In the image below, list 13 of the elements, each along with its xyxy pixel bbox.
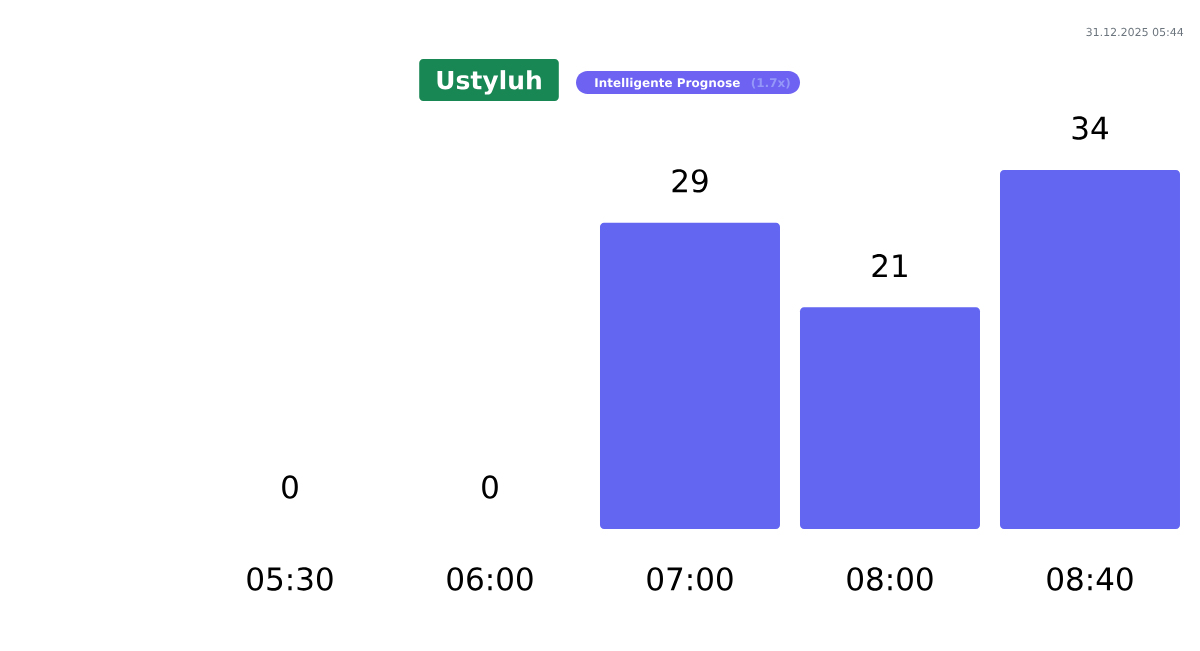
text: 31.12.2025 05:44 (1086, 27, 1184, 37)
chart-subtitle: Intelligente Prognose (595, 77, 740, 90)
x-tick-label: 05:30 (247, 567, 333, 591)
chart-title: Ustyluh (437, 70, 541, 95)
data-label: 29 (672, 169, 708, 193)
x-tick-label: 08:00 (847, 567, 933, 591)
x-tick-label: 06:00 (447, 567, 533, 591)
data-label: 0 (282, 475, 298, 499)
x-tick-label: 07:00 (647, 567, 733, 591)
data-label: 34 (1072, 116, 1108, 140)
data-label: 0 (482, 475, 498, 499)
x-tick-label: 08:40 (1047, 567, 1133, 591)
data-label: 21 (872, 254, 907, 278)
